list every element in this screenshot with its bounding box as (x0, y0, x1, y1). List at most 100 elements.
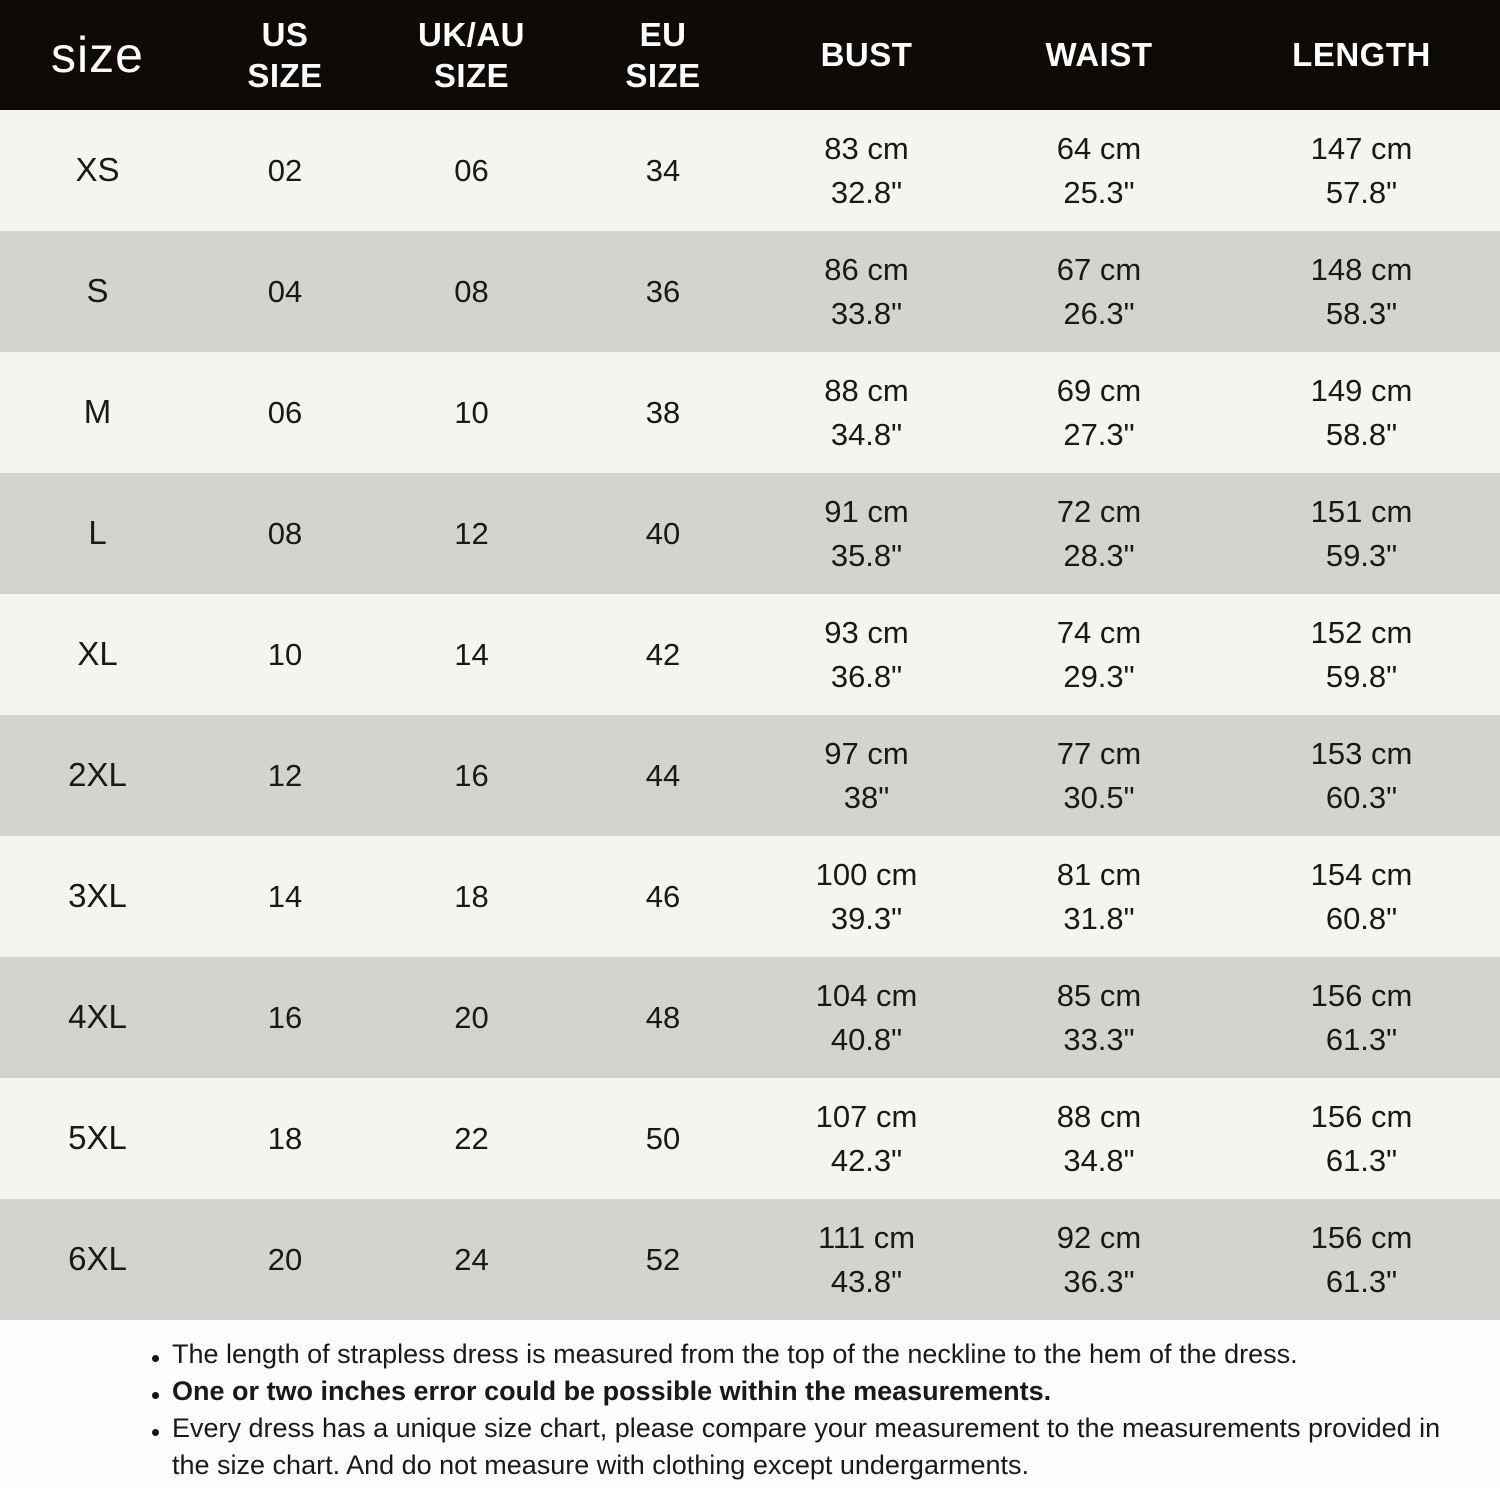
table-body: XS 02 06 34 83 cm 32.8" 64 cm 25.3" 147 … (0, 110, 1500, 1320)
cell-size-label: 3XL (68, 877, 127, 915)
cell-length: 156 cm 61.3" (1310, 1220, 1413, 1299)
cell-ukau-size: 06 (454, 152, 489, 188)
cell-waist: 85 cm 33.3" (1056, 978, 1142, 1057)
cell-size-label: XS (75, 151, 120, 189)
cell-size-label: 5XL (68, 1119, 127, 1157)
cell-length: 154 cm 60.8" (1310, 857, 1413, 936)
cell-size-label: XL (77, 635, 118, 673)
cell-eu-size: 44 (645, 757, 681, 793)
cell-us-size: 02 (267, 152, 303, 188)
cell-waist: 64 cm 25.3" (1056, 131, 1142, 210)
cell-size-label: 2XL (68, 756, 127, 794)
column-header-size: size (0, 0, 195, 110)
cell-bust: 97 cm 38" (824, 736, 909, 815)
cell-eu-size: 38 (645, 394, 681, 430)
cell-ukau-size: 16 (454, 757, 489, 793)
table-row: L 08 12 40 91 cm 35.8" 72 cm 28.3" 151 c… (0, 473, 1500, 594)
cell-size-label: S (86, 272, 109, 310)
cell-size-label: 6XL (68, 1240, 127, 1278)
cell-length: 151 cm 59.3" (1310, 494, 1413, 573)
cell-ukau-size: 14 (454, 636, 489, 672)
table-row: 6XL 20 24 52 111 cm 43.8" 92 cm 36.3" 15… (0, 1199, 1500, 1320)
cell-eu-size: 52 (645, 1241, 681, 1277)
cell-eu-size: 42 (645, 636, 681, 672)
cell-length: 147 cm 57.8" (1310, 131, 1413, 210)
cell-waist: 67 cm 26.3" (1056, 252, 1142, 331)
header-row: size US SIZE UK/AU SIZE EU SIZE BUST WAI… (0, 0, 1500, 110)
table-row: XL 10 14 42 93 cm 36.8" 74 cm 29.3" 152 … (0, 594, 1500, 715)
cell-bust: 107 cm 42.3" (815, 1099, 918, 1178)
cell-waist: 74 cm 29.3" (1056, 615, 1142, 694)
cell-bust: 86 cm 33.8" (824, 252, 909, 331)
column-header-ukau-size: UK/AU SIZE (375, 0, 568, 110)
cell-size-label: M (83, 393, 112, 431)
cell-waist: 88 cm 34.8" (1056, 1099, 1142, 1178)
cell-bust: 88 cm 34.8" (824, 373, 909, 452)
cell-us-size: 10 (267, 636, 303, 672)
cell-waist: 77 cm 30.5" (1056, 736, 1142, 815)
table-row: XS 02 06 34 83 cm 32.8" 64 cm 25.3" 147 … (0, 110, 1500, 231)
cell-us-size: 06 (267, 394, 303, 430)
cell-eu-size: 50 (645, 1120, 681, 1156)
cell-ukau-size: 20 (454, 999, 489, 1035)
column-header-waist: WAIST (975, 0, 1223, 110)
table-row: 5XL 18 22 50 107 cm 42.3" 88 cm 34.8" 15… (0, 1078, 1500, 1199)
cell-bust: 104 cm 40.8" (815, 978, 918, 1057)
cell-eu-size: 36 (645, 273, 681, 309)
cell-ukau-size: 22 (454, 1120, 489, 1156)
cell-us-size: 08 (267, 515, 303, 551)
cell-size-label: L (88, 514, 107, 552)
note-text: The length of strapless dress is measure… (172, 1339, 1298, 1369)
cell-size-label: 4XL (68, 998, 127, 1036)
note-text: Every dress has a unique size chart, ple… (172, 1413, 1441, 1480)
notes-section: The length of strapless dress is measure… (0, 1320, 1500, 1484)
bullet-dot-icon (152, 1429, 159, 1436)
bullet-dot-icon (152, 1355, 159, 1362)
cell-bust: 83 cm 32.8" (824, 131, 909, 210)
cell-us-size: 04 (267, 273, 303, 309)
note-text: One or two inches error could be possibl… (172, 1376, 1052, 1406)
table-row: 2XL 12 16 44 97 cm 38" 77 cm 30.5" 153 c… (0, 715, 1500, 836)
cell-length: 152 cm 59.8" (1310, 615, 1413, 694)
cell-eu-size: 34 (645, 152, 681, 188)
table-row: 3XL 14 18 46 100 cm 39.3" 81 cm 31.8" 15… (0, 836, 1500, 957)
cell-us-size: 18 (267, 1120, 303, 1156)
cell-bust: 93 cm 36.8" (824, 615, 909, 694)
cell-ukau-size: 24 (454, 1241, 489, 1277)
cell-bust: 91 cm 35.8" (824, 494, 909, 573)
cell-bust: 111 cm 43.8" (817, 1220, 916, 1299)
column-header-eu-size: EU SIZE (568, 0, 758, 110)
cell-us-size: 12 (267, 757, 303, 793)
cell-length: 156 cm 61.3" (1310, 1099, 1413, 1178)
cell-us-size: 16 (267, 999, 303, 1035)
table-row: 4XL 16 20 48 104 cm 40.8" 85 cm 33.3" 15… (0, 957, 1500, 1078)
note-item: The length of strapless dress is measure… (152, 1336, 1460, 1373)
column-header-bust: BUST (758, 0, 975, 110)
cell-eu-size: 48 (645, 999, 681, 1035)
table-header: size US SIZE UK/AU SIZE EU SIZE BUST WAI… (0, 0, 1500, 110)
cell-ukau-size: 08 (454, 273, 489, 309)
cell-length: 156 cm 61.3" (1310, 978, 1413, 1057)
size-chart-table: size US SIZE UK/AU SIZE EU SIZE BUST WAI… (0, 0, 1500, 1320)
table-row: S 04 08 36 86 cm 33.8" 67 cm 26.3" 148 c… (0, 231, 1500, 352)
note-item: Every dress has a unique size chart, ple… (152, 1410, 1460, 1484)
column-header-length: LENGTH (1223, 0, 1500, 110)
cell-ukau-size: 12 (454, 515, 489, 551)
cell-waist: 69 cm 27.3" (1056, 373, 1142, 452)
bullet-dot-icon (152, 1392, 159, 1399)
cell-length: 153 cm 60.3" (1310, 736, 1413, 815)
column-header-us-size: US SIZE (195, 0, 375, 110)
cell-length: 149 cm 58.8" (1310, 373, 1413, 452)
cell-eu-size: 46 (645, 878, 681, 914)
table-row: M 06 10 38 88 cm 34.8" 69 cm 27.3" 149 c… (0, 352, 1500, 473)
cell-us-size: 14 (267, 878, 303, 914)
cell-waist: 92 cm 36.3" (1056, 1220, 1142, 1299)
cell-bust: 100 cm 39.3" (815, 857, 918, 936)
cell-length: 148 cm 58.3" (1310, 252, 1413, 331)
cell-waist: 72 cm 28.3" (1056, 494, 1142, 573)
cell-ukau-size: 10 (454, 394, 489, 430)
cell-eu-size: 40 (645, 515, 681, 551)
note-item: One or two inches error could be possibl… (152, 1373, 1460, 1410)
cell-waist: 81 cm 31.8" (1056, 857, 1142, 936)
